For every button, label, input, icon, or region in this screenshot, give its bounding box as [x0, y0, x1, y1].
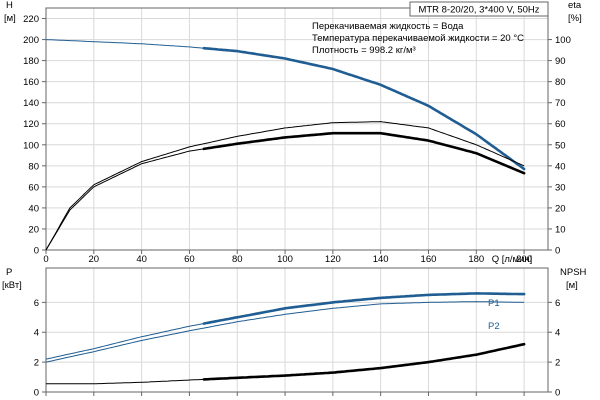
top-left-tick-label: 140: [23, 98, 39, 109]
bottom-left-axis-label: P: [6, 267, 12, 278]
top-series-3-operating-range: [202, 131, 526, 175]
annotation-liquid: Перекачиваемая жидкость = Вода: [312, 21, 464, 32]
top-right-tick-label: 20: [555, 203, 566, 214]
top-left-axis-unit: [м]: [4, 13, 16, 24]
top-plot-frame: [45, 7, 549, 251]
top-right-tick-label: 100: [555, 35, 571, 46]
x-tick-label: 160: [421, 254, 437, 265]
bottom-series-2-line: [45, 301, 525, 363]
x-tick-label: 20: [89, 254, 100, 265]
bottom-left-tick-label: 0: [34, 388, 39, 399]
bottom-right-tick-label: 4: [555, 328, 560, 339]
top-right-tick-label: 90: [555, 56, 566, 67]
series-label-p1: P1: [488, 298, 500, 309]
bottom-series-3-operating-range: [202, 342, 526, 381]
top-right-tick-label: 0: [555, 246, 560, 257]
top-right-axis-label: eta: [568, 0, 582, 11]
bottom-plot-frame: [45, 267, 549, 393]
x-tick-label: 0: [43, 254, 48, 265]
top-left-tick-label: 180: [23, 56, 39, 67]
top-left-tick-label: 220: [23, 14, 39, 25]
top-series-lines: [45, 39, 526, 251]
bottom-right-axis-unit: [м]: [566, 280, 578, 291]
bottom-series-1-operating-range: [202, 292, 526, 325]
bottom-right-tick-label: 6: [555, 298, 560, 309]
bottom-left-tick-label: 4: [34, 328, 39, 339]
top-left-tick-label: 200: [23, 35, 39, 46]
top-right-tick-label: 70: [555, 98, 566, 109]
bottom-axis-ticks: 0 2 4 6 0 2 4 6: [34, 298, 561, 399]
top-left-tick-label: 80: [28, 161, 39, 172]
top-right-axis-unit: [%]: [568, 13, 582, 24]
bottom-right-tick-label: 0: [555, 388, 560, 399]
series-label-p2: P2: [488, 321, 500, 332]
x-tick-label: 180: [468, 254, 484, 265]
bottom-right-tick-label: 2: [555, 358, 560, 369]
bottom-series-lines: [45, 292, 526, 385]
chart-title: MTR 8-20/20, 3*400 V, 50Hz: [418, 5, 539, 16]
top-right-tick-label: 30: [555, 182, 566, 193]
top-left-tick-label: 160: [23, 77, 39, 88]
top-left-tick-label: 0: [34, 246, 39, 257]
bottom-left-tick-label: 6: [34, 298, 39, 309]
x-tick-label: 200: [516, 254, 532, 265]
top-right-tick-label: 80: [555, 77, 566, 88]
top-left-tick-label: 40: [28, 203, 39, 214]
top-left-tick-label: 120: [23, 119, 39, 130]
top-right-tick-label: 40: [555, 161, 566, 172]
top-left-tick-label: 60: [28, 182, 39, 193]
top-series-2-line: [45, 121, 525, 251]
x-tick-label: 140: [373, 254, 389, 265]
x-tick-label: 120: [325, 254, 341, 265]
bottom-left-axis-unit: [кВт]: [2, 280, 22, 291]
top-left-tick-label: 100: [23, 140, 39, 151]
top-series-1-operating-range: [202, 46, 526, 171]
top-right-tick-label: 60: [555, 119, 566, 130]
top-right-tick-label: 10: [555, 224, 566, 235]
top-left-tick-label: 20: [28, 224, 39, 235]
top-left-axis-label: H: [6, 0, 13, 11]
top-right-tick-label: 50: [555, 140, 566, 151]
head-efficiency-panel: 0 20 40 60 80 100 120 140 160 180 2000204060801001…: [4, 0, 582, 265]
chart-title-box: [409, 1, 549, 17]
x-tick-label: 60: [184, 254, 195, 265]
x-tick-label: 40: [136, 254, 147, 265]
bottom-left-tick-label: 2: [34, 358, 39, 369]
annotation-density: Плотность = 998.2 кг/м³: [312, 45, 416, 56]
top-axis-ticks: 0 20 40 60 80 100 120 140 160 180 2000204060801001…: [23, 14, 571, 265]
bottom-right-axis-label: NPSH: [560, 267, 587, 278]
x-tick-label: 100: [277, 254, 293, 265]
x-tick-label: 80: [232, 254, 243, 265]
power-npsh-panel: 0 2 4 6 0 2 4 6 P [кВт] NPSH [м] P1 P2: [2, 267, 587, 399]
annotation-temperature: Температура перекачиваемой жидкости = 20…: [312, 33, 524, 44]
x-axis-label: Q [л/мин]: [492, 254, 533, 265]
